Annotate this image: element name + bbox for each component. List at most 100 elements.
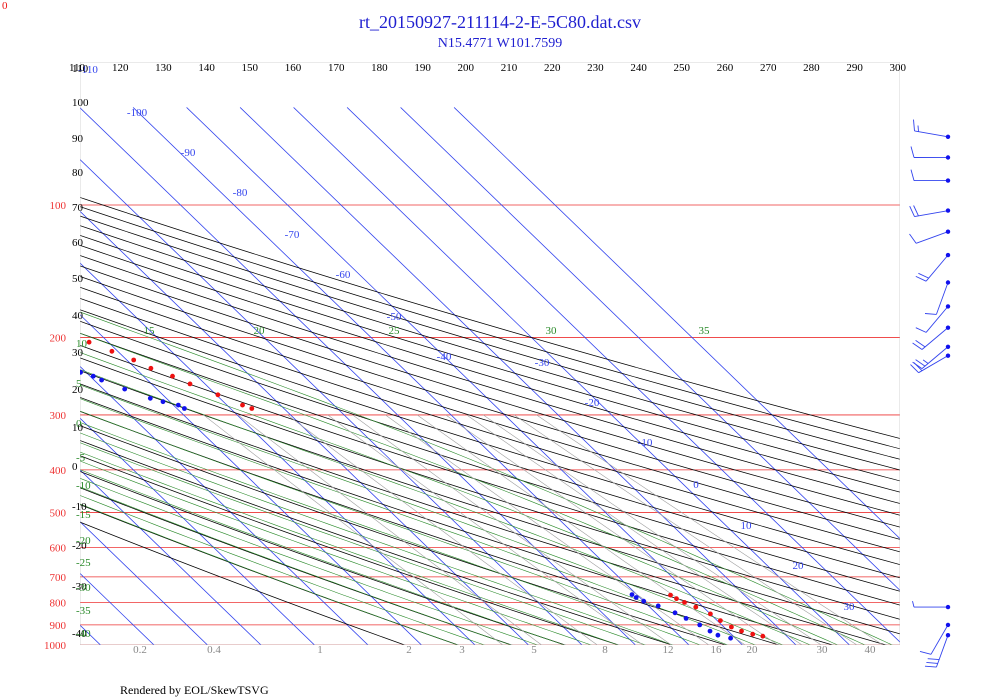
- isotherm-label: -20: [585, 397, 600, 409]
- height-label: -30: [72, 581, 87, 593]
- isotherm-line: [80, 314, 423, 645]
- dry-adiabat-line: [80, 425, 727, 645]
- dewpoint-point: [3, 350, 8, 355]
- isotherm-label: -110: [78, 64, 98, 76]
- temperature-point: [729, 624, 734, 630]
- wind-barb-flag: [924, 313, 937, 315]
- wind-barb-staff: [918, 355, 949, 374]
- dry-adiabat-line: [80, 197, 900, 439]
- dry-adiabat-line: [80, 504, 460, 645]
- wind-barb-half-flag: [912, 600, 915, 608]
- isotherm-line: [186, 107, 744, 645]
- top-scale-label: 290: [846, 62, 863, 74]
- moist-adiabat-line: [80, 422, 702, 645]
- wind-barb-flag: [909, 206, 915, 217]
- dewpoint-point: [629, 592, 635, 597]
- wind-barb-dot: [945, 280, 951, 285]
- dewpoint-point: [46, 360, 51, 365]
- mixing-ratio-label: 30: [817, 644, 829, 656]
- pressure-tick-label: 400: [50, 465, 67, 477]
- dewpoint-point: [57, 363, 62, 368]
- chart-subtitle: N15.4771 W101.7599: [437, 36, 563, 51]
- wind-barb-staff: [930, 624, 949, 655]
- pressure-tick-label: 700: [50, 572, 67, 584]
- isotherm-label: -30: [535, 357, 550, 369]
- top-scale-label: 280: [803, 62, 820, 74]
- moist-adiabat-line: [80, 451, 620, 645]
- isotherm-label: -60: [336, 269, 351, 281]
- height-label: -40: [72, 628, 87, 640]
- moist-level-label: -15: [76, 509, 91, 521]
- wind-barb-flag: [913, 205, 919, 217]
- dewpoint-point: [715, 632, 721, 638]
- wind-barb-dot: [945, 304, 951, 309]
- mixing-ratio-line: [416, 414, 746, 645]
- top-scale-label: 190: [414, 62, 431, 74]
- moist-adiabat-line: [80, 477, 539, 645]
- temperature-point: [5, 304, 10, 309]
- temperature-point: [86, 339, 92, 345]
- wind-barb-dot: [945, 325, 951, 330]
- dry-adiabat-line: [80, 521, 406, 645]
- height-label: -20: [72, 540, 87, 552]
- moist-adiabat-line: [80, 469, 566, 645]
- moist-level-label: -25: [76, 557, 91, 569]
- height-label: 100: [72, 97, 89, 109]
- mixing-ratio-line: [483, 414, 822, 645]
- temperature-point: [718, 618, 723, 623]
- pressure-tick-label: 100: [50, 200, 67, 212]
- dewpoint-point: [697, 622, 703, 628]
- moist-adiabat-line: [80, 398, 757, 645]
- isotherm-label: 30: [844, 601, 856, 613]
- top-scale-label: 270: [760, 62, 777, 74]
- mixing-ratio-label: 3: [459, 644, 465, 656]
- plot-frame: [80, 62, 900, 645]
- temperature-point: [41, 320, 46, 325]
- moist-adiabat-label: 15: [144, 325, 156, 337]
- mixing-ratio-line: [237, 414, 543, 645]
- height-label: 30: [72, 347, 84, 359]
- wind-barb-staff: [925, 254, 949, 282]
- wind-barb-dot: [945, 252, 951, 258]
- wind-barb-dot: [945, 622, 951, 628]
- dewpoint-point: [122, 386, 128, 392]
- temperature-point: [215, 392, 221, 398]
- wind-barb-half-flag: [917, 125, 919, 132]
- temperature-point: [668, 592, 673, 598]
- dry-adiabat-line: [80, 265, 900, 516]
- moist-adiabat-label: 30: [546, 325, 558, 337]
- temperature-point: [148, 365, 154, 371]
- temperature-point: [750, 631, 756, 637]
- temperature-point: [249, 406, 255, 411]
- dewpoint-point: [28, 357, 33, 362]
- dewpoint-point: [147, 395, 153, 401]
- top-scale-label: 220: [544, 62, 561, 74]
- temperature-point: [131, 357, 137, 363]
- temperature-point: [760, 633, 766, 639]
- mixing-ratio-label: 1: [317, 644, 323, 656]
- dry-adiabat-line: [80, 471, 567, 645]
- mixing-ratio-line: [536, 414, 884, 645]
- isotherm-line: [453, 107, 900, 540]
- dewpoint-point: [99, 377, 104, 383]
- moist-level-label: -5: [76, 452, 86, 464]
- isotherm-label: -90: [181, 147, 196, 159]
- top-scale-label: 230: [587, 62, 604, 74]
- isotherm-line: [80, 572, 155, 645]
- top-scale-label: 200: [458, 62, 475, 74]
- pressure-tick-label: 200: [50, 332, 67, 344]
- dry-adiabat-line: [80, 357, 900, 620]
- moist-adiabat-line: [80, 311, 894, 645]
- wind-barb-dot: [945, 134, 951, 139]
- isotherm-line: [239, 107, 797, 645]
- isotherm-line: [293, 107, 851, 645]
- mixing-ratio-line: [352, 414, 672, 645]
- isotherm-line: [346, 107, 900, 643]
- dry-adiabat-line: [80, 383, 888, 645]
- dry-adiabat-line: [80, 397, 834, 645]
- dry-adiabat-line: [80, 309, 900, 566]
- mixing-ratio-line: [445, 414, 779, 645]
- wind-barb-flag: [910, 146, 915, 158]
